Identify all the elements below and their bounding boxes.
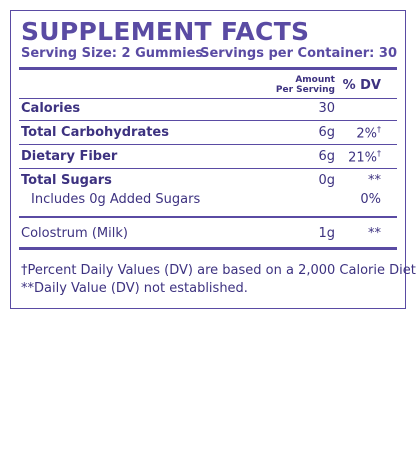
- amount: 6g: [318, 149, 335, 164]
- nutrient-name: Calories: [21, 101, 81, 116]
- nutrient-name: Total Sugars: [21, 173, 112, 188]
- dv-mark: †: [377, 125, 381, 134]
- rule: [19, 120, 397, 121]
- dv-value: **: [368, 226, 381, 241]
- amount-header-line: Amount: [295, 75, 335, 85]
- rule: [19, 144, 397, 145]
- title: SUPPLEMENT FACTS: [21, 17, 310, 46]
- footnote: **Daily Value (DV) not established.: [21, 281, 248, 296]
- rule: [19, 216, 397, 218]
- rule: [19, 98, 397, 99]
- daily-value: **: [368, 173, 381, 188]
- amount-header: Amount Per Serving: [276, 75, 335, 95]
- amount: 6g: [318, 125, 335, 140]
- amount: 1g: [318, 226, 335, 241]
- nutrient-name: Includes 0g Added Sugars: [31, 192, 201, 207]
- amount: 0g: [318, 173, 335, 188]
- daily-value: **: [368, 226, 381, 241]
- nutrient-name: Total Carbohydrates: [21, 125, 169, 140]
- nutrient-name: Dietary Fiber: [21, 149, 118, 164]
- dv-value: 21%: [348, 150, 377, 166]
- amount-header-line: Per Serving: [275, 85, 335, 95]
- nutrient-name: Colostrum (Milk): [21, 226, 128, 241]
- dv-value: **: [368, 173, 381, 188]
- servings-per-container: Servings per Container: 30: [200, 46, 397, 61]
- amount: 30: [318, 101, 335, 116]
- dv-value: 0%: [360, 192, 381, 207]
- daily-value: 2%†: [356, 125, 381, 141]
- daily-value: 21%†: [348, 149, 381, 165]
- thick-rule: [19, 67, 397, 70]
- rule: [19, 168, 397, 169]
- dv-value: 2%: [356, 126, 377, 142]
- supplement-facts-panel: SUPPLEMENT FACTS Serving Size: 2 Gummies…: [10, 10, 416, 309]
- footnote: †Percent Daily Values (DV) are based on …: [21, 263, 416, 278]
- thick-rule: [19, 247, 397, 250]
- dv-mark: †: [377, 149, 381, 158]
- dv-header: % DV: [342, 78, 381, 93]
- serving-size: Serving Size: 2 Gummies: [21, 46, 204, 61]
- daily-value: 0%: [360, 192, 381, 207]
